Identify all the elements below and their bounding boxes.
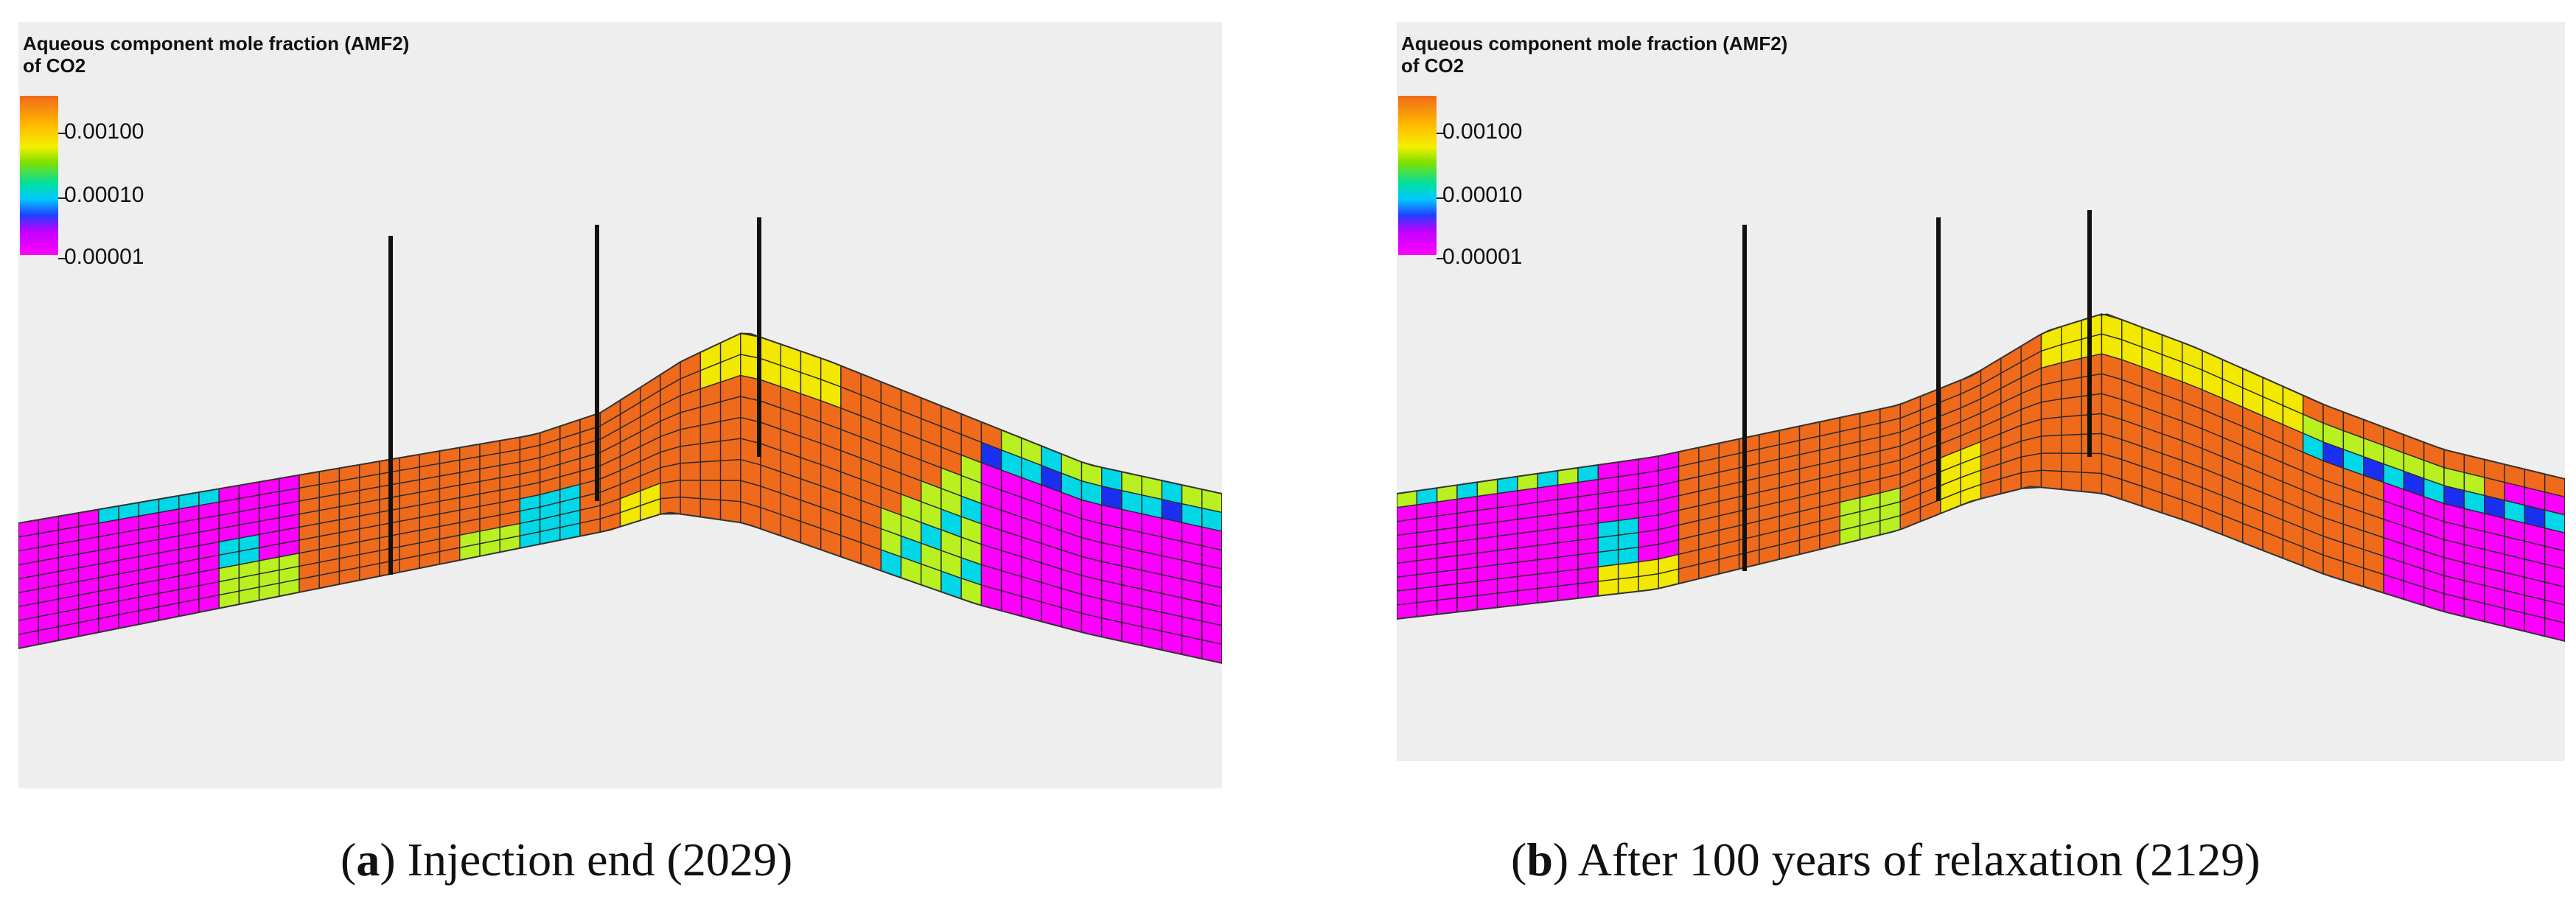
grid-cell <box>699 421 722 444</box>
colorbar-label-high: 0.00100 <box>1442 119 1523 144</box>
colorbar-label-low: 0.00001 <box>1442 245 1523 269</box>
grid-cell <box>699 460 722 481</box>
grid-cell <box>680 480 702 500</box>
colorbar-label-low: 0.00001 <box>64 245 144 269</box>
colorbar-tick <box>58 133 66 134</box>
grid-cell <box>660 496 681 515</box>
colorbar-b <box>1398 96 1437 255</box>
colorbar-a <box>20 96 58 255</box>
grid-cell <box>1201 582 1222 608</box>
grid-cell <box>699 480 722 501</box>
colorbar-label-mid: 0.00010 <box>1442 183 1523 207</box>
colorbar-tick <box>1437 197 1444 199</box>
legend-title-line2: of CO2 <box>23 55 86 77</box>
colorbar-label-mid: 0.00010 <box>64 183 144 207</box>
grid-cell <box>2040 452 2062 472</box>
grid-cell <box>1201 601 1222 626</box>
grid-cell <box>2544 491 2565 516</box>
grid-cell <box>2061 396 2082 418</box>
grid-cell <box>2040 416 2062 437</box>
grid-cell <box>2040 469 2062 490</box>
grid-cell <box>2061 433 2082 455</box>
panel-b: Aqueous component mole fraction (AMF2) o… <box>1378 0 2576 924</box>
legend-title-line1: Aqueous component mole fraction (AMF2) <box>23 32 410 55</box>
colorbar-label-high: 0.00100 <box>64 119 144 144</box>
grid-cell <box>719 458 741 481</box>
legend-title-a: Aqueous component mole fraction (AMF2) o… <box>23 32 409 77</box>
grid-cell <box>1201 639 1222 664</box>
caption-letter: b <box>1526 833 1553 886</box>
grid-cell <box>2544 599 2565 624</box>
reservoir-grid-a <box>18 217 1222 665</box>
colorbar-tick <box>58 197 66 199</box>
colorbar-tick <box>1437 133 1444 134</box>
grid-cell <box>2544 509 2565 534</box>
colorbar-tick <box>58 258 66 259</box>
grid-cell <box>1617 561 1639 580</box>
caption-b: (b) After 100 years of relaxation (2129) <box>1511 833 2261 886</box>
grid-cell <box>2544 617 2565 642</box>
grid-cell <box>1201 526 1222 551</box>
grid-cell <box>719 416 741 442</box>
grid-cell <box>699 440 722 463</box>
grid-cell <box>2081 472 2103 494</box>
grid-cell <box>1577 566 1599 585</box>
grid-cell <box>2020 469 2042 489</box>
caption-letter: a <box>356 833 380 886</box>
grid-cell <box>719 480 741 503</box>
reservoir-outline <box>18 332 1222 665</box>
legend-title-line2: of CO2 <box>1401 55 1465 77</box>
grid-cell <box>1201 620 1222 645</box>
grid-cell <box>2040 398 2062 420</box>
grid-cell <box>1201 507 1222 532</box>
legend-title-b: Aqueous component mole fraction (AMF2) o… <box>1401 32 1787 77</box>
grid-cell <box>1201 545 1222 570</box>
panel-a: Aqueous component mole fraction (AMF2) o… <box>18 22 1222 886</box>
colorbar-tick <box>1437 258 1444 259</box>
grid-cell <box>2544 527 2565 552</box>
grid-cell <box>1597 564 1619 582</box>
grid-cell <box>719 499 741 524</box>
grid-cell <box>2040 434 2062 454</box>
grid-cell <box>2544 563 2565 588</box>
grid-cell <box>2544 545 2565 570</box>
simulation-plot-b: Aqueous component mole fraction (AMF2) o… <box>1397 22 2565 761</box>
grid-cell <box>2061 452 2082 473</box>
grid-cell <box>680 443 702 464</box>
legend-title-line1: Aqueous component mole fraction (AMF2) <box>1401 32 1788 55</box>
reservoir-outline <box>1397 313 2565 643</box>
grid-cell <box>660 479 681 500</box>
grid-cell <box>2061 414 2082 436</box>
caption-text: After 100 years of relaxation (2129) <box>1568 833 2261 886</box>
caption-a: (a) Injection end (2029) <box>341 833 793 886</box>
grid-cell <box>680 424 702 447</box>
grid-cell <box>2061 377 2082 400</box>
grid-cell <box>2061 470 2082 492</box>
simulation-plot-a: Aqueous component mole fraction (AMF2) o… <box>18 22 1222 788</box>
grid-cell <box>1201 564 1222 589</box>
grid-cell <box>2020 452 2042 474</box>
reservoir-grid-b <box>1397 210 2565 643</box>
caption-text: Injection end (2029) <box>395 833 793 886</box>
grid-cell <box>680 461 702 481</box>
grid-cell <box>2544 581 2565 606</box>
grid-cell <box>719 438 741 462</box>
